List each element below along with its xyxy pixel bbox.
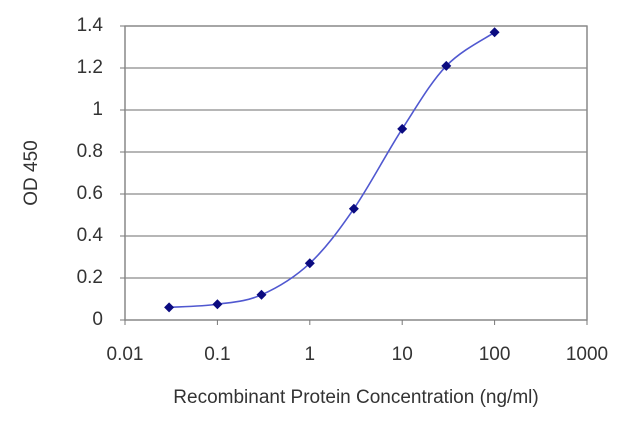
x-tick-label: 0.01 [107, 344, 144, 365]
x-tick-label: 10 [392, 344, 413, 365]
y-tick-label: 1.4 [77, 15, 104, 36]
x-tick-label: 100 [479, 344, 511, 365]
y-tick-label: 0.4 [77, 225, 104, 246]
point [164, 302, 175, 313]
y-tick-label: 0.6 [77, 183, 103, 204]
point [441, 60, 452, 71]
point [348, 203, 359, 214]
curve [169, 31, 496, 309]
point [212, 299, 223, 310]
y-tick-label: 0.8 [77, 141, 103, 162]
x-axis-label: Recombinant Protein Concentration (ng/ml… [173, 387, 538, 408]
point [489, 27, 500, 38]
y-tick-label: 1.2 [77, 57, 103, 78]
y-axis-label: OD 450 [21, 140, 42, 205]
x-tick-label: 0.1 [204, 344, 230, 365]
point [256, 289, 267, 300]
point [397, 123, 408, 134]
y-tick-label: 0 [92, 309, 103, 330]
y-tick-label: 1 [92, 99, 103, 120]
point [304, 258, 315, 269]
plot-frame [124, 25, 588, 321]
x-tick-label: 1 [305, 344, 316, 365]
x-tick-label: 1000 [566, 344, 608, 365]
y-tick-label: 0.2 [77, 267, 103, 288]
